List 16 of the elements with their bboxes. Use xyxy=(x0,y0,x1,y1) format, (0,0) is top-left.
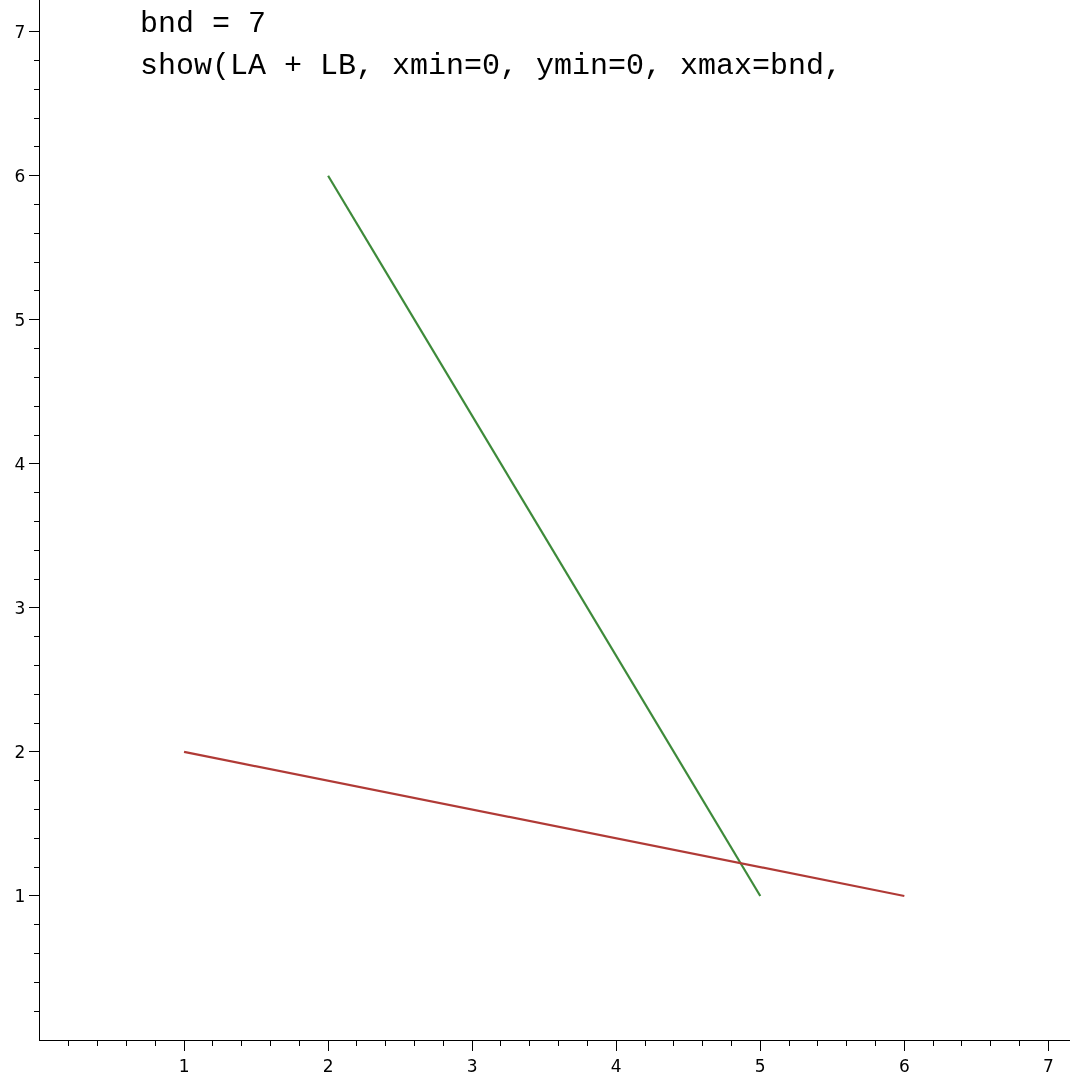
y-tick-label: 6 xyxy=(14,165,26,186)
y-tick-label: 5 xyxy=(14,309,26,330)
y-tick-label: 3 xyxy=(14,597,26,618)
y-tick-label: 2 xyxy=(14,741,26,762)
y-tick-label: 7 xyxy=(14,21,26,42)
x-tick-label: 7 xyxy=(1042,1055,1054,1076)
annotation: show(LA + LB, xmin=0, ymin=0, xmax=bnd, xyxy=(140,49,843,83)
x-tick-label: 3 xyxy=(466,1055,478,1076)
y-tick-label: 1 xyxy=(14,885,26,906)
x-tick-label: 5 xyxy=(754,1055,766,1076)
x-tick-label: 4 xyxy=(610,1055,622,1076)
x-tick-label: 6 xyxy=(898,1055,910,1076)
x-tick-label: 1 xyxy=(178,1055,190,1076)
annotation: bnd = 7 xyxy=(140,7,267,41)
y-tick-label: 4 xyxy=(14,453,26,474)
x-tick-label: 2 xyxy=(322,1055,334,1076)
